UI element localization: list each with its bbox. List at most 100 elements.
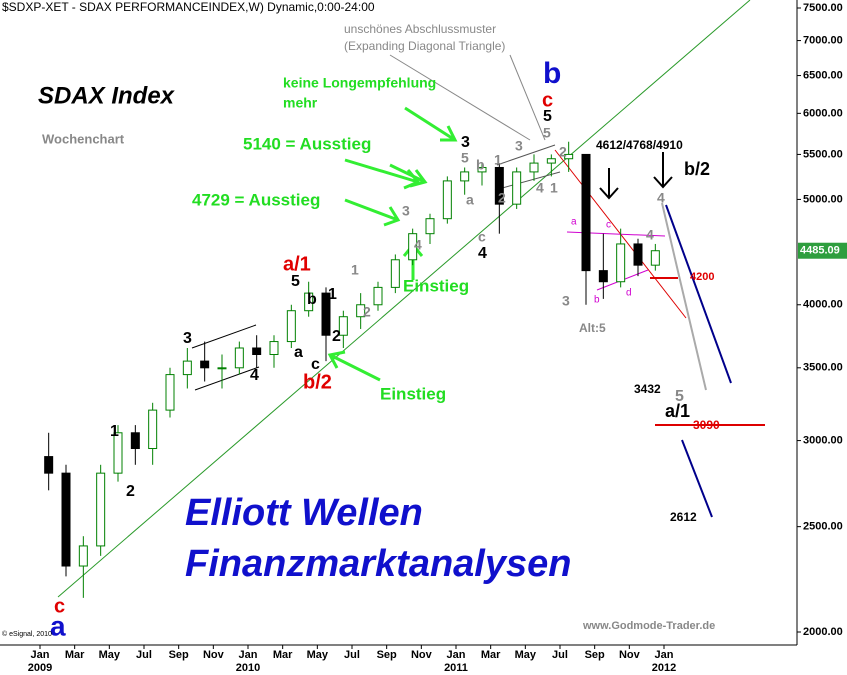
candle-body xyxy=(269,341,279,356)
x-tick-label: Jan xyxy=(655,649,674,661)
candle-body xyxy=(304,292,314,312)
candle-body xyxy=(581,153,591,272)
candle-body xyxy=(286,310,296,343)
annotation: c xyxy=(542,89,553,111)
annotation: b/2 xyxy=(303,371,332,393)
annotation: b xyxy=(476,157,485,173)
annotation: c xyxy=(311,356,320,373)
x-tick-label: Mar xyxy=(65,649,85,661)
annotation: 4 xyxy=(414,237,422,253)
y-tick-label: 7000.00 xyxy=(803,34,843,46)
annotation: 1 xyxy=(550,180,558,196)
annotation: b xyxy=(594,295,600,306)
annotation: Alt:5 xyxy=(579,321,606,335)
annotation: 2 xyxy=(332,328,341,345)
x-tick-label: Sep xyxy=(169,649,189,661)
candle-body xyxy=(633,243,643,266)
triangle-line xyxy=(496,144,556,166)
annotation: 4 xyxy=(536,180,544,196)
x-tick-label: Jan xyxy=(447,649,466,661)
annotation: 3 xyxy=(402,203,410,219)
annotation: mehr xyxy=(283,95,318,111)
annotation: Einstieg xyxy=(380,384,446,403)
annotation: 3432 xyxy=(634,382,661,396)
annotation: (Expanding Diagonal Triangle) xyxy=(344,39,505,53)
annotation: 4200 xyxy=(690,271,714,283)
annotation: a/1 xyxy=(283,253,311,275)
annotation: d xyxy=(626,288,632,299)
annotation: © eSignal, 2010 xyxy=(2,630,52,638)
price-box xyxy=(798,242,847,259)
x-tick-label: May xyxy=(307,649,329,661)
annotation: a xyxy=(466,192,474,208)
chart-title: $SDXP-XET - SDAX PERFORMANCEINDEX,W) Dyn… xyxy=(2,0,375,14)
candle-body xyxy=(78,545,88,567)
annotation: SDAX Index xyxy=(38,82,176,109)
annotation: 3090 xyxy=(693,418,720,432)
candle-body xyxy=(512,171,522,205)
annotation: 3 xyxy=(562,293,570,309)
projection xyxy=(681,439,713,518)
candle-body xyxy=(338,316,348,336)
y-tick-label: 6500.00 xyxy=(803,69,843,81)
annotation: unschönes Abschlussmuster xyxy=(344,22,496,36)
y-tick-label: 6000.00 xyxy=(803,107,843,119)
x-tick-label: Jul xyxy=(344,649,360,661)
pointer-line xyxy=(509,54,546,141)
annotation: 4 xyxy=(250,367,259,384)
annotation: 4 xyxy=(657,190,665,206)
annotation: b xyxy=(543,57,561,90)
candle-body xyxy=(252,347,262,356)
annotation: c xyxy=(478,229,486,245)
x-tick-label: Jan xyxy=(31,649,50,661)
candle-body xyxy=(442,180,452,220)
x-tick-label: Sep xyxy=(585,649,605,661)
channel-line xyxy=(194,366,260,391)
annotation: 3 xyxy=(515,138,523,154)
x-tick-label: Jul xyxy=(136,649,152,661)
candle-body xyxy=(165,374,175,411)
candle-body xyxy=(356,304,366,318)
annotation: 4729 = Ausstieg xyxy=(192,190,320,209)
candle-body xyxy=(408,233,418,261)
candle-body xyxy=(321,292,331,336)
projection xyxy=(665,204,732,384)
candle-body xyxy=(650,250,660,266)
candle-body xyxy=(425,218,435,235)
annotation: 5 xyxy=(675,388,684,405)
projection xyxy=(661,202,707,391)
candle-body xyxy=(148,409,158,450)
y-tick-label: 5000.00 xyxy=(803,193,843,205)
annotation: 2 xyxy=(559,144,567,160)
x-tick-label: Nov xyxy=(411,649,433,661)
candle-body xyxy=(96,472,106,547)
x-tick-label: Mar xyxy=(273,649,293,661)
y-tick-label: 2500.00 xyxy=(803,521,843,533)
annotation: Elliott Wellen xyxy=(185,492,423,534)
candle-body xyxy=(494,166,504,205)
candle-body xyxy=(564,153,574,160)
x-tick-label: Jan xyxy=(239,649,258,661)
x-tick-label: Sep xyxy=(377,649,397,661)
annotation: 2612 xyxy=(670,510,697,524)
annotation: 4 xyxy=(646,227,654,243)
candle-body xyxy=(477,166,487,173)
annotation: www.Godmode-Trader.de xyxy=(582,620,715,632)
annotation: c xyxy=(606,220,611,231)
annotation: 5 xyxy=(543,125,551,141)
annotation: 3 xyxy=(461,134,470,151)
y-tick-label: 2000.00 xyxy=(803,626,843,638)
candle-body xyxy=(598,270,608,283)
annotation: 5 xyxy=(461,150,469,166)
channel-line xyxy=(191,324,257,349)
annotation: keine Longempfehlung xyxy=(283,75,436,91)
y-tick-label: 3000.00 xyxy=(803,434,843,446)
price-label: 4485.09 xyxy=(800,245,840,257)
y-tick-label: 3500.00 xyxy=(803,362,843,374)
y-tick-label: 5500.00 xyxy=(803,148,843,160)
candle-body xyxy=(217,367,227,370)
x-tick-label: Mar xyxy=(481,649,501,661)
annotation: 2 xyxy=(498,190,506,206)
annotation: Finanzmarktanalysen xyxy=(185,543,571,585)
